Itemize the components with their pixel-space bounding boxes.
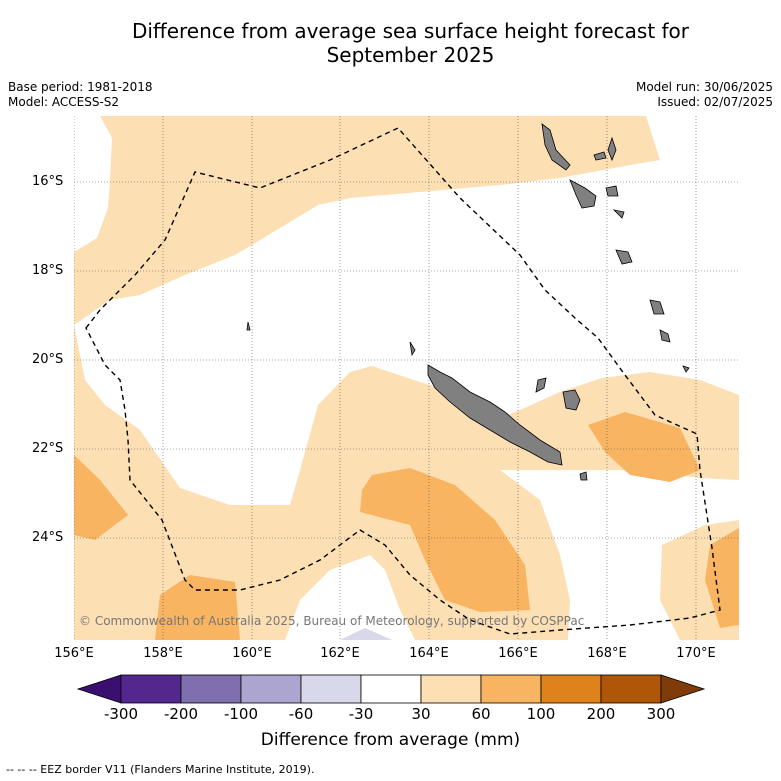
title-line-2: September 2025 <box>326 43 495 67</box>
colorbar-segment <box>420 674 482 704</box>
new-caledonia-island <box>427 364 563 466</box>
model-label: Model: ACCESS-S2 <box>8 95 120 109</box>
anomaly-60-100-patch-w <box>74 455 128 540</box>
vanuatu-ambae <box>593 151 607 161</box>
lon-label-158e: 158°E <box>143 646 183 661</box>
chesterfield-islet <box>246 321 251 331</box>
colorbar-segment <box>600 674 662 704</box>
neutral-region-s <box>285 555 415 640</box>
vanuatu-erromango <box>649 299 665 315</box>
islet <box>409 341 416 357</box>
vanuatu-tanna <box>659 329 671 343</box>
anomaly-neg-30-60-patch <box>340 628 392 640</box>
colorbar-extend-high <box>660 674 706 704</box>
meta-right: Model run: 30/06/2025 Issued: 02/07/2025 <box>636 80 773 110</box>
lon-label-156e: 156°E <box>54 646 94 661</box>
copyright-notice: © Commonwealth of Australia 2025, Bureau… <box>79 614 585 628</box>
colorbar <box>76 674 706 704</box>
lon-label-160e: 160°E <box>232 646 272 661</box>
meta-left: Base period: 1981-2018 Model: ACCESS-S2 <box>8 80 153 110</box>
colorbar-tick: -30 <box>348 705 374 723</box>
loyalty-island-mare <box>579 471 588 481</box>
vanuatu-efate <box>615 249 633 265</box>
vanuatu-maewo <box>607 136 617 162</box>
neutral-region-nw <box>74 116 112 252</box>
colorbar-extend-low <box>76 674 122 704</box>
anomaly-60-100-patch-s <box>155 575 240 640</box>
colorbar-tick: 30 <box>411 705 431 723</box>
colorbar-tick: 200 <box>586 705 616 723</box>
neutral-region-ne <box>455 116 739 420</box>
map-title: Difference from average sea surface heig… <box>20 19 781 67</box>
colorbar-tick: 100 <box>526 705 556 723</box>
lon-label-166e: 166°E <box>498 646 538 661</box>
eez-legend-footnote: -- -- -- EEZ border V11 (Flanders Marine… <box>6 763 315 776</box>
loyalty-island-lifou <box>562 389 581 411</box>
colorbar-segment <box>240 674 302 704</box>
base-period-label: Base period: 1981-2018 <box>8 80 153 94</box>
lon-label-162e: 162°E <box>320 646 360 661</box>
lat-label-16s: 16°S <box>32 174 64 189</box>
graticule <box>74 116 739 640</box>
neutral-region-central <box>74 160 660 505</box>
issued-label: Issued: 02/07/2025 <box>657 95 773 109</box>
title-line-1: Difference from average sea surface heig… <box>131 19 690 43</box>
lon-label-170e: 170°E <box>676 646 716 661</box>
colorbar-segment <box>540 674 602 704</box>
map-plot-area <box>74 116 739 640</box>
lon-label-168e: 168°E <box>587 646 627 661</box>
lat-label-20s: 20°S <box>32 352 64 367</box>
lon-label-164e: 164°E <box>409 646 449 661</box>
colorbar-segment <box>300 674 362 704</box>
colorbar-tick: -200 <box>163 705 199 723</box>
vanuatu-ambrym <box>605 185 619 197</box>
colorbar-segment <box>360 674 422 704</box>
anomaly-60-100-patch-e <box>588 412 700 482</box>
colorbar-tick: -100 <box>223 705 259 723</box>
vanuatu-malakula <box>569 179 597 209</box>
anomaly-60-100-patch-center <box>360 468 530 612</box>
colorbar-tick: -300 <box>103 705 139 723</box>
lat-label-18s: 18°S <box>32 263 64 278</box>
colorbar-segment <box>180 674 242 704</box>
loyalty-island-ouvea <box>535 377 547 393</box>
colorbar-segment <box>120 674 182 704</box>
vanuatu-espiritu-santo <box>541 123 571 171</box>
model-run-label: Model run: 30/06/2025 <box>635 80 773 94</box>
lat-label-22s: 22°S <box>32 441 64 456</box>
neutral-region-se <box>500 470 739 640</box>
colorbar-tick: 60 <box>471 705 491 723</box>
vanuatu-epi <box>612 209 625 219</box>
colorbar-label: Difference from average (mm) <box>260 730 521 750</box>
lat-label-24s: 24°S <box>32 530 64 545</box>
vanuatu-aneityum <box>682 365 690 373</box>
eez-border-line <box>85 127 721 635</box>
colorbar-tick: -60 <box>288 705 314 723</box>
landmasses <box>246 123 690 481</box>
colorbar-tick: 300 <box>646 705 676 723</box>
anomaly-60-100-patch-se <box>705 528 739 628</box>
colorbar-segment <box>480 674 542 704</box>
